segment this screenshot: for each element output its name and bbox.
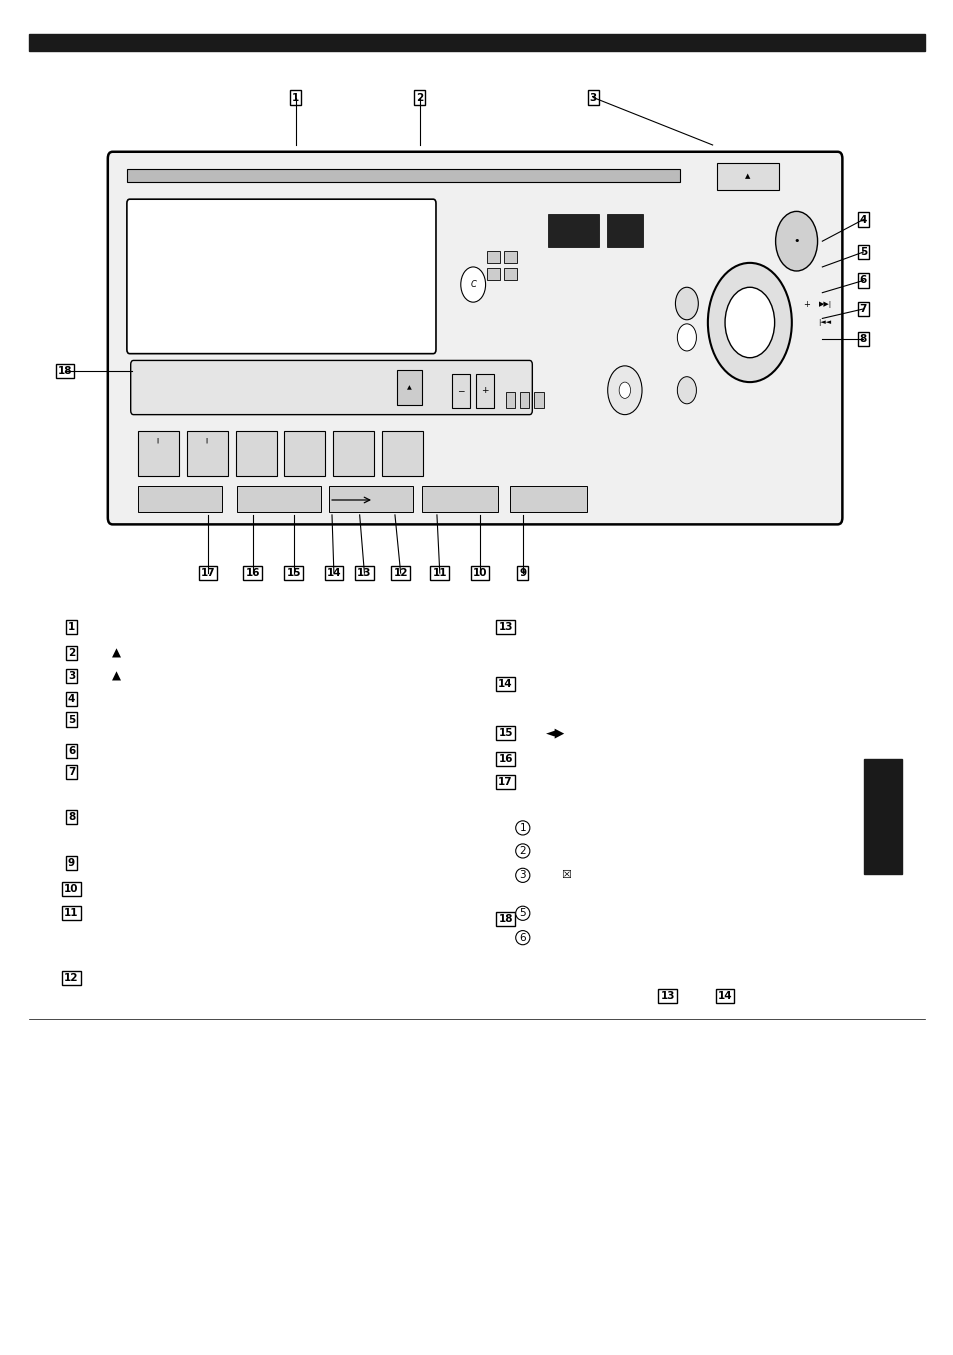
Bar (476, 374, 494, 408)
FancyBboxPatch shape (108, 152, 841, 524)
Bar (381, 431, 422, 476)
Text: 8: 8 (68, 812, 75, 822)
Text: 17: 17 (497, 776, 513, 787)
Text: 1: 1 (292, 92, 299, 103)
Bar (138, 486, 222, 512)
Text: 14: 14 (717, 991, 732, 1001)
Bar (863, 759, 902, 874)
Text: ▶▶|: ▶▶| (818, 301, 831, 309)
Text: 1: 1 (68, 622, 75, 633)
Text: 3: 3 (519, 870, 525, 881)
Text: 4: 4 (859, 214, 866, 225)
Text: 17: 17 (200, 568, 215, 579)
Text: 16: 16 (497, 753, 513, 764)
Text: C: C (470, 280, 476, 289)
Text: ▲: ▲ (112, 669, 120, 683)
Bar (547, 214, 598, 247)
Bar (421, 486, 497, 512)
Bar (503, 268, 517, 280)
Text: 3: 3 (589, 92, 597, 103)
Text: 15: 15 (286, 568, 301, 579)
Bar (187, 431, 228, 476)
Bar (486, 251, 499, 263)
FancyBboxPatch shape (131, 360, 532, 415)
Text: 18: 18 (57, 366, 72, 377)
Text: 10: 10 (472, 568, 487, 579)
Text: 6: 6 (859, 275, 866, 286)
Bar (235, 431, 276, 476)
Circle shape (675, 287, 698, 320)
Circle shape (775, 211, 817, 271)
Bar (127, 169, 679, 182)
Text: ▲: ▲ (744, 173, 750, 179)
Text: 9: 9 (68, 858, 75, 869)
Bar (333, 431, 374, 476)
Bar (534, 392, 543, 408)
Text: 5: 5 (68, 714, 75, 725)
Text: 16: 16 (245, 568, 260, 579)
Text: 11: 11 (64, 908, 79, 919)
Bar (606, 214, 642, 247)
Text: 9: 9 (518, 568, 526, 579)
Text: 12: 12 (64, 973, 79, 984)
Text: ▲: ▲ (112, 646, 120, 660)
Text: |◄◄: |◄◄ (818, 318, 831, 327)
Text: 6: 6 (519, 932, 525, 943)
Circle shape (460, 267, 485, 302)
Text: 14: 14 (326, 568, 341, 579)
Circle shape (618, 382, 630, 398)
Text: +: + (480, 386, 488, 394)
Text: 13: 13 (497, 622, 513, 633)
Bar (510, 486, 586, 512)
Text: 4: 4 (68, 694, 75, 705)
Text: 7: 7 (859, 304, 866, 314)
Text: 18: 18 (497, 913, 513, 924)
Text: 2: 2 (416, 92, 423, 103)
Bar (284, 431, 325, 476)
Text: 3: 3 (68, 671, 75, 682)
Text: 2: 2 (519, 846, 525, 856)
Circle shape (724, 287, 774, 358)
Text: 1: 1 (519, 822, 525, 833)
Bar (29, 34, 924, 51)
Circle shape (607, 366, 641, 415)
Circle shape (677, 377, 696, 404)
Bar (717, 163, 779, 190)
Text: 6: 6 (68, 745, 75, 756)
Text: +: + (801, 301, 809, 309)
Text: 7: 7 (68, 767, 75, 778)
Text: 5: 5 (859, 247, 866, 257)
Text: 11: 11 (432, 568, 447, 579)
Text: 12: 12 (393, 568, 408, 579)
Text: 15: 15 (497, 728, 513, 738)
Bar (505, 392, 515, 408)
Bar (503, 251, 517, 263)
Bar (519, 392, 529, 408)
Text: ▲: ▲ (407, 385, 411, 390)
Text: 8: 8 (859, 333, 866, 344)
Text: •: • (793, 236, 799, 247)
Text: 14: 14 (497, 679, 513, 690)
Text: ◄▶: ◄▶ (545, 726, 564, 740)
Text: ||: || (156, 438, 160, 443)
Text: 2: 2 (68, 648, 75, 659)
FancyBboxPatch shape (127, 199, 436, 354)
Text: ||: || (205, 438, 209, 443)
Bar (452, 374, 470, 408)
Text: 13: 13 (659, 991, 675, 1001)
Text: 5: 5 (519, 908, 525, 919)
Bar (138, 431, 179, 476)
Text: ☒: ☒ (560, 870, 570, 881)
Circle shape (707, 263, 791, 382)
Bar (236, 486, 320, 512)
Bar (329, 486, 413, 512)
Text: 13: 13 (356, 568, 372, 579)
Text: −: − (456, 386, 464, 394)
Circle shape (677, 324, 696, 351)
Bar (396, 370, 421, 405)
Text: 10: 10 (64, 883, 79, 894)
Bar (486, 268, 499, 280)
